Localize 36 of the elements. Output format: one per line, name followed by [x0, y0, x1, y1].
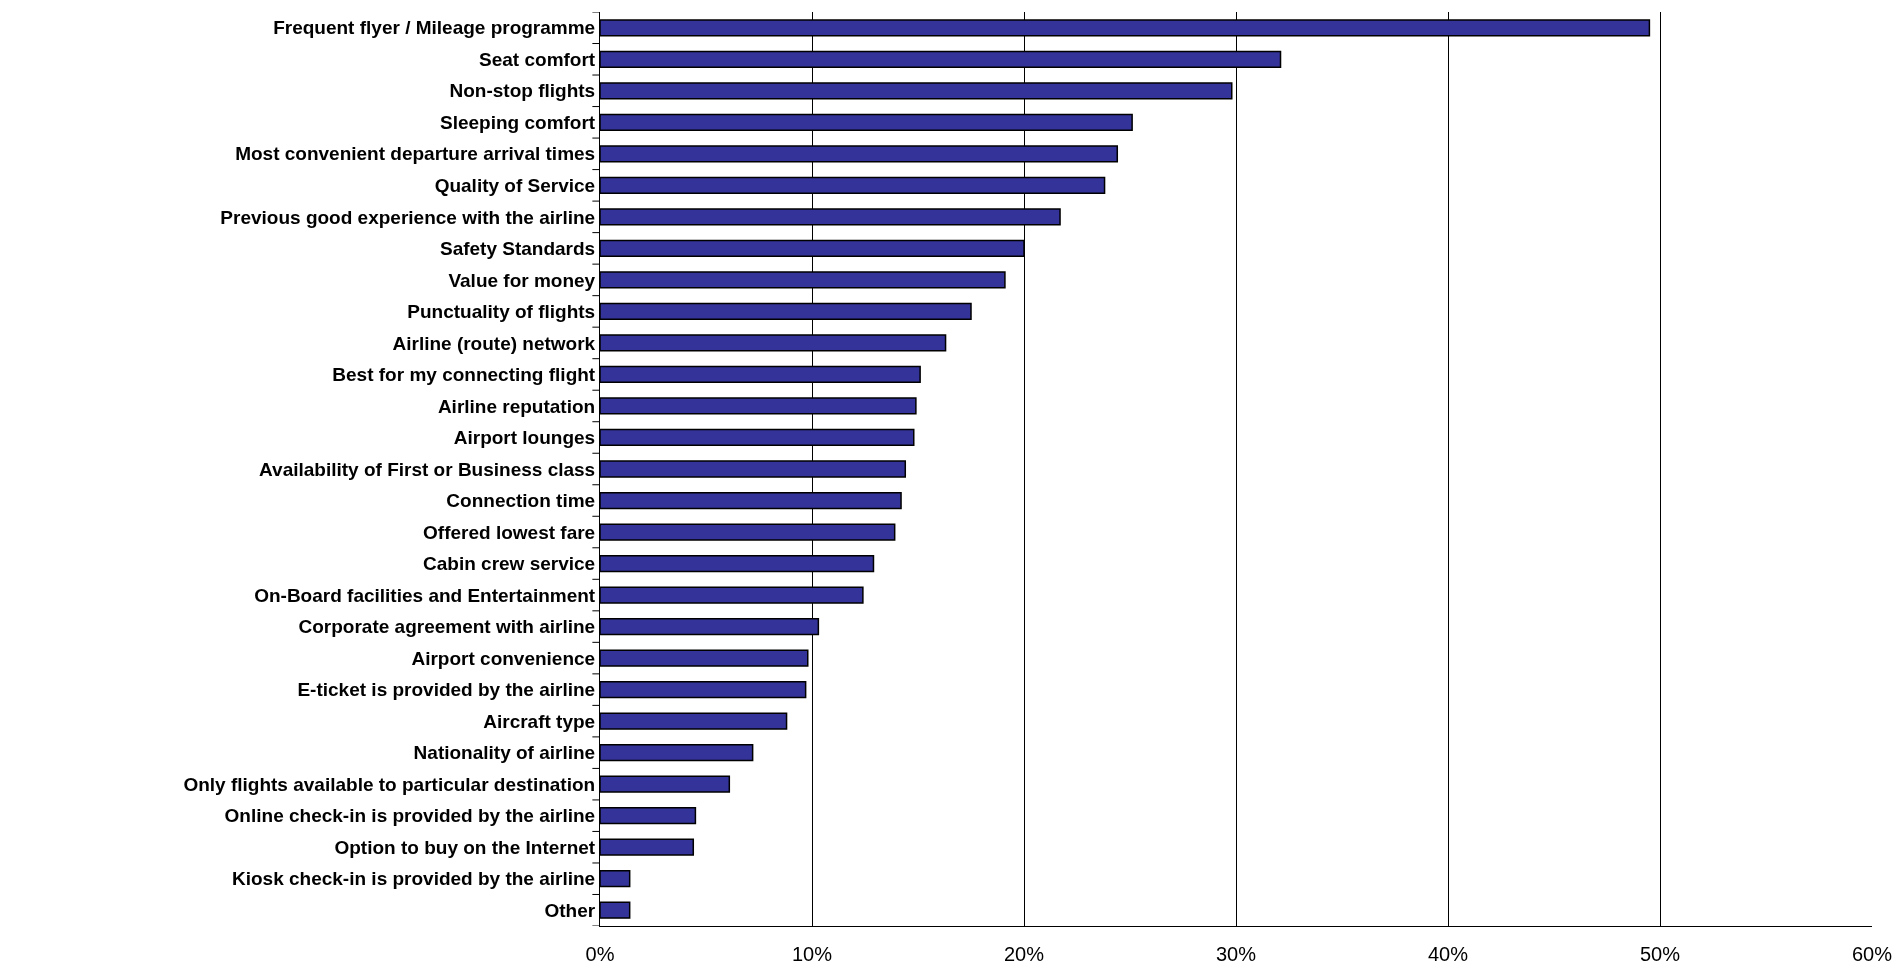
y-tick-label: Connection time: [446, 490, 596, 512]
y-tick-label: Non-stop flights: [449, 80, 596, 102]
y-tick-label: Seat comfort: [479, 48, 596, 70]
y-tick-label: Offered lowest fare: [423, 521, 596, 543]
y-tick-label: Best for my connecting flight: [332, 364, 596, 386]
y-tick-label: Quality of Service: [434, 174, 596, 196]
x-tick-label: 30%: [1215, 943, 1257, 965]
y-tick-label: Airline reputation: [437, 395, 596, 417]
y-tick-label: Sleeping comfort: [440, 111, 596, 133]
y-tick-label: Safety Standards: [439, 238, 596, 260]
x-tick-label: 50%: [1639, 943, 1681, 965]
y-tick-label: Other: [544, 899, 596, 921]
x-tick-label: 40%: [1427, 943, 1469, 965]
y-tick-label: Nationality of airline: [413, 742, 596, 764]
y-tick-label: Option to buy on the Internet: [334, 836, 596, 858]
y-tick-label: E-ticket is provided by the airline: [297, 679, 596, 701]
x-tick-label: 10%: [791, 943, 833, 965]
y-tick-label: Availability of First or Business class: [259, 458, 596, 480]
y-tick-label: Airport lounges: [453, 427, 596, 449]
y-tick-label: Online check-in is provided by the airline: [224, 805, 596, 827]
x-tick-label: 20%: [1003, 943, 1045, 965]
y-tick-label: Value for money: [448, 269, 596, 291]
y-tick-label: Punctuality of flights: [407, 301, 596, 323]
y-tick-label: Only flights available to particular destination: [183, 773, 596, 795]
x-tick-label: 60%: [1851, 943, 1893, 965]
y-tick-label: Airline (route) network: [392, 332, 596, 354]
y-tick-label: Kiosk check-in is provided by the airline: [231, 868, 596, 890]
y-tick-label: Cabin crew service: [423, 553, 596, 575]
y-tick-label: Aircraft type: [483, 710, 596, 732]
y-tick-label: Previous good experience with the airline: [220, 206, 596, 228]
y-tick-label: On-Board facilities and Entertainment: [254, 584, 596, 606]
y-tick-label: Most convenient departure arrival times: [235, 143, 596, 165]
y-tick-label: Frequent flyer / Mileage programme: [273, 17, 596, 39]
y-tick-label: Corporate agreement with airline: [298, 616, 596, 638]
y-tick-label: Airport convenience: [411, 647, 596, 669]
x-tick-label: 0%: [585, 943, 615, 965]
